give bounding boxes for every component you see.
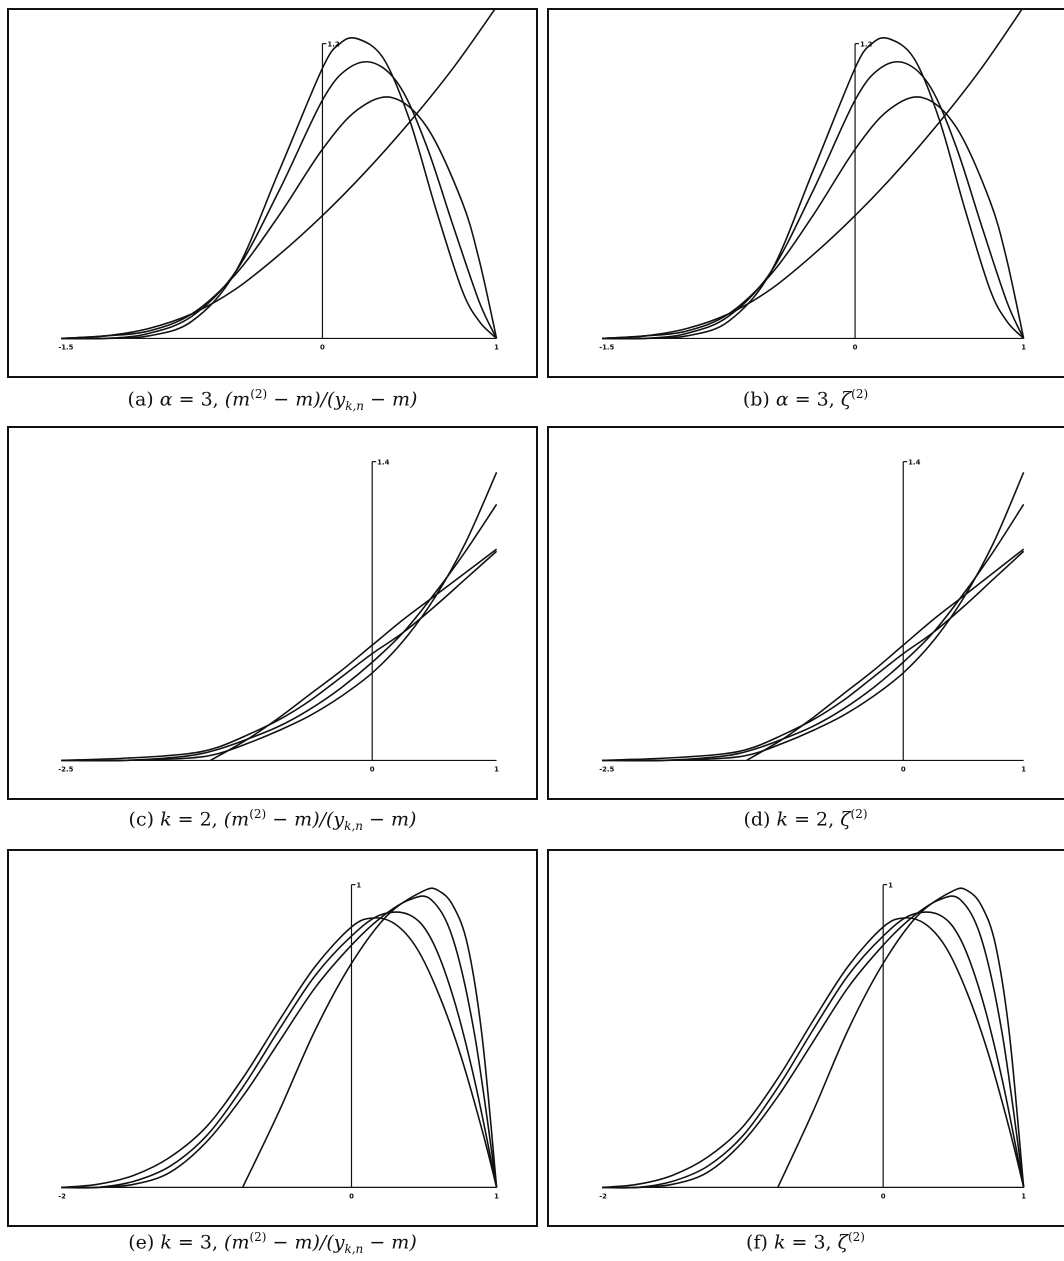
- plot-frame-f: 1 -2 0 1: [547, 849, 1064, 1227]
- caption-expr-end: − m): [364, 388, 417, 410]
- plot-frame-b: 1.2 -1.5 0 1: [547, 8, 1064, 378]
- x-tick-label: -2: [599, 1192, 607, 1200]
- x-tick-label: 1: [1021, 1192, 1026, 1200]
- series-line-4: [243, 888, 497, 1187]
- x-tick-label: -2.5: [599, 765, 614, 773]
- caption-sup: (2): [250, 387, 267, 401]
- series-line-1: [61, 918, 496, 1188]
- x-tick-label: -2.5: [58, 765, 73, 773]
- x-tick-label: 0: [881, 1192, 886, 1200]
- series-line-4: [747, 549, 1024, 760]
- caption-sup: (2): [851, 387, 868, 401]
- caption-b: (b) α = 3, ζ(2): [547, 382, 1064, 411]
- series-line-2: [602, 504, 1023, 760]
- caption-var: k: [774, 1231, 786, 1253]
- x-tick-label: 0: [901, 765, 906, 773]
- caption-expr: ζ: [840, 808, 850, 830]
- caption-expr-end: − m): [363, 1231, 416, 1253]
- caption-sup: (2): [249, 807, 266, 821]
- y-top-tick-label: 1.4: [908, 459, 920, 467]
- series-line-1: [602, 10, 1023, 338]
- series-line-2: [61, 504, 496, 760]
- x-tick-label: 0: [320, 343, 325, 351]
- chart-d: 1.4 -2.5 0 1: [549, 428, 1064, 798]
- caption-f: (f) k = 3, ζ(2): [547, 1225, 1064, 1254]
- caption-expr: (m: [224, 1231, 249, 1253]
- plot-frame-d: 1.4 -2.5 0 1: [547, 426, 1064, 800]
- series-line-2: [61, 912, 496, 1188]
- caption-sup: (2): [851, 807, 868, 821]
- caption-prefix: (b): [743, 388, 776, 410]
- plot-frame-a: 1.2 -1.5 0 1: [7, 8, 538, 378]
- series-line-2: [602, 912, 1023, 1188]
- series-line-1: [602, 551, 1023, 760]
- x-tick-label: 1: [494, 1192, 499, 1200]
- series-line-3: [61, 62, 496, 339]
- series-line-1: [602, 918, 1023, 1188]
- caption-var: k: [160, 808, 172, 830]
- x-tick-label: -2: [58, 1192, 66, 1200]
- caption-eq: = 3,: [785, 1231, 837, 1253]
- chart-b: 1.2 -1.5 0 1: [549, 10, 1064, 376]
- series-line-4: [61, 38, 496, 339]
- caption-expr-mid: − m)/(y: [266, 1231, 344, 1253]
- plot-frame-e: 1 -2 0 1: [7, 849, 538, 1227]
- caption-expr: (m: [225, 388, 250, 410]
- caption-prefix: (c): [129, 808, 161, 830]
- caption-expr: (m: [224, 808, 249, 830]
- caption-a: (a) α = 3, (m(2) − m)/(yk,n − m): [7, 382, 538, 418]
- caption-eq: = 2,: [788, 808, 840, 830]
- caption-prefix: (d): [743, 808, 776, 830]
- chart-c: 1.4 -2.5 0 1: [9, 428, 536, 798]
- chart-f: 1 -2 0 1: [549, 851, 1064, 1225]
- caption-expr-end: − m): [363, 808, 416, 830]
- x-tick-label: -1.5: [58, 343, 73, 351]
- caption-sub: k,n: [345, 399, 364, 413]
- x-tick-label: 1: [494, 765, 499, 773]
- series-line-1: [61, 10, 496, 338]
- caption-eq: = 2,: [172, 808, 224, 830]
- caption-expr: ζ: [838, 1231, 848, 1253]
- series-line-2: [61, 97, 496, 338]
- caption-expr: ζ: [841, 388, 851, 410]
- caption-e: (e) k = 3, (m(2) − m)/(yk,n − m): [7, 1225, 538, 1261]
- series-line-3: [602, 62, 1023, 339]
- caption-var: k: [777, 808, 789, 830]
- x-tick-label: 1: [1021, 765, 1026, 773]
- caption-prefix: (f): [746, 1231, 774, 1253]
- x-tick-label: 0: [349, 1192, 354, 1200]
- caption-d: (d) k = 2, ζ(2): [547, 802, 1064, 831]
- caption-expr-mid: − m)/(y: [266, 808, 344, 830]
- caption-eq: = 3,: [172, 1231, 224, 1253]
- series-line-4: [602, 38, 1023, 339]
- caption-sub: k,n: [344, 1242, 363, 1256]
- plot-frame-c: 1.4 -2.5 0 1: [7, 426, 538, 800]
- caption-var: α: [776, 388, 789, 410]
- series-line-4: [778, 888, 1024, 1187]
- y-top-tick-label: 1.4: [377, 459, 389, 467]
- caption-sup: (2): [249, 1230, 266, 1244]
- y-top-tick-label: 1: [356, 882, 361, 890]
- x-tick-label: 0: [853, 343, 858, 351]
- series-line-2: [602, 97, 1023, 338]
- caption-expr-mid: − m)/(y: [267, 388, 345, 410]
- series-line-4: [211, 549, 497, 760]
- y-top-tick-label: 1: [888, 882, 893, 890]
- caption-sup: (2): [848, 1230, 865, 1244]
- caption-prefix: (e): [128, 1231, 160, 1253]
- caption-eq: = 3,: [173, 388, 225, 410]
- caption-c: (c) k = 2, (m(2) − m)/(yk,n − m): [7, 802, 538, 838]
- x-tick-label: 1: [494, 343, 499, 351]
- x-tick-label: 0: [370, 765, 375, 773]
- caption-sub: k,n: [344, 819, 363, 833]
- chart-a: 1.2 -1.5 0 1: [9, 10, 536, 376]
- chart-e: 1 -2 0 1: [9, 851, 536, 1225]
- x-tick-label: -1.5: [599, 343, 614, 351]
- caption-eq: = 3,: [789, 388, 841, 410]
- caption-var: α: [160, 388, 173, 410]
- x-tick-label: 1: [1021, 343, 1026, 351]
- series-line-1: [61, 551, 496, 760]
- caption-prefix: (a): [128, 388, 160, 410]
- caption-var: k: [160, 1231, 172, 1253]
